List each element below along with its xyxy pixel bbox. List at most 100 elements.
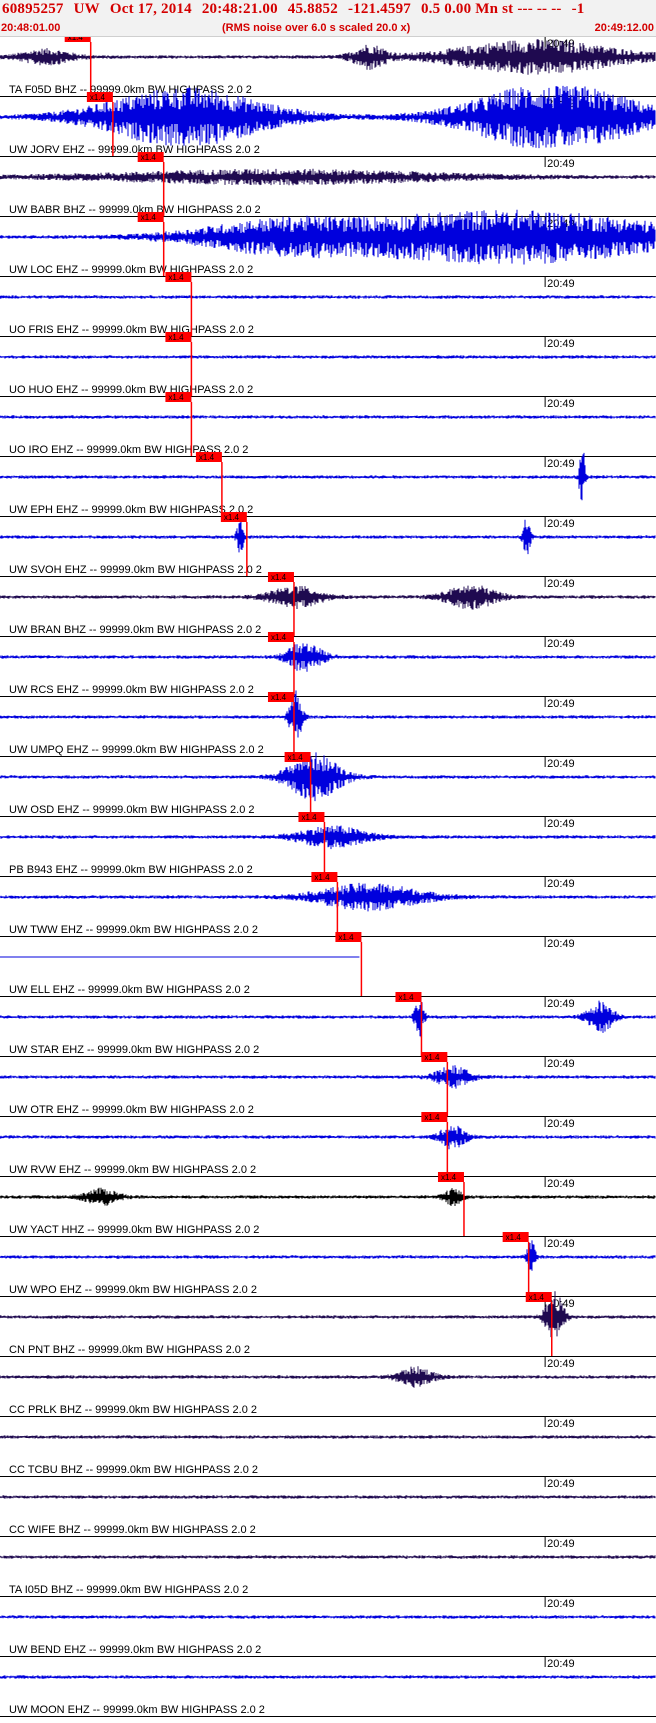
pick-flag: [421, 1052, 448, 1062]
pick-scale-label: x1.4: [271, 633, 287, 642]
pick-scale-label: x1.4: [141, 153, 157, 162]
minute-label: 20:49: [547, 518, 575, 530]
pick-flag: [195, 452, 222, 462]
minute-label: 20:49: [547, 698, 575, 710]
waveform: [0, 1366, 656, 1388]
station-label: UW YACT HHZ -- 99999.0km BW HIGHPASS 2.0…: [9, 1224, 259, 1236]
pick-scale-label: x1.4: [271, 573, 287, 582]
station-label: UW BABR BHZ -- 99999.0km BW HIGHPASS 2.0…: [9, 204, 261, 216]
pick-flag: [421, 1112, 448, 1122]
waveform: [0, 1675, 656, 1679]
pick-scale-label: x1.4: [199, 453, 215, 462]
trace-row: 20:49 UW BRAN BHZ -- 99999.0km BW HIGHPAS…: [0, 572, 656, 637]
event-longitude: -121.4597: [347, 1, 411, 17]
trace-row: 20:49 UW STAR EHZ -- 99999.0km BW HIGHPAS…: [0, 992, 656, 1057]
minute-label: 20:49: [547, 458, 575, 470]
pick-flag: [64, 32, 91, 42]
pick-scale-label: x1.4: [424, 1113, 440, 1122]
seismogram-panel: 20:49 TA F05D BHZ -- 99999.0km BW HIGHPAS…: [0, 32, 656, 1718]
pick-flag: [220, 512, 247, 522]
trace-row: 20:49 UW SVOH EHZ -- 99999.0km BW HIGHPAS…: [0, 512, 656, 577]
station-label: UW STAR EHZ -- 99999.0km BW HIGHPASS 2.0…: [9, 1044, 259, 1056]
trace-row: 20:49 UW BEND EHZ -- 99999.0km BW HIGHPAS…: [0, 1597, 656, 1657]
waveform: [0, 585, 656, 610]
pick-scale-label: x1.4: [301, 813, 317, 822]
trace-row: 20:49 UW WPO EHZ -- 99999.0km BW HIGHPASS…: [0, 1232, 656, 1297]
pick-flag: [137, 152, 164, 162]
waveform: [0, 39, 656, 75]
station-label: TA F05D BHZ -- 99999.0km BW HIGHPASS 2.0…: [9, 84, 252, 96]
station-label: UW ELL EHZ -- 99999.0km BW HIGHPASS 2.0 …: [9, 984, 250, 996]
waveform: [0, 85, 656, 149]
station-label: UW BEND EHZ -- 99999.0km BW HIGHPASS 2.0…: [9, 1644, 261, 1656]
trace-row: 20:49 UW OTR EHZ -- 99999.0km BW HIGHPASS…: [0, 1052, 656, 1117]
station-label: UW WPO EHZ -- 99999.0km BW HIGHPASS 2.0 …: [9, 1284, 257, 1296]
pick-flag: [86, 92, 113, 102]
station-label: UO HUO EHZ -- 99999.0km BW HIGHPASS 2.0 …: [9, 384, 253, 396]
minute-label: 20:49: [547, 1538, 575, 1550]
pick-scale-label: x1.4: [338, 933, 354, 942]
waveform: [0, 1187, 656, 1206]
event-suffix: -1: [571, 1, 585, 17]
pick-scale-label: x1.4: [224, 513, 240, 522]
trace-row: 20:49 UW ELL EHZ -- 99999.0km BW HIGHPASS…: [0, 932, 656, 997]
pick-scale-label: x1.4: [168, 393, 184, 402]
waveform: [0, 168, 656, 186]
event-depth-magnitude: 0.5 0.00 Mn st --- -- --: [420, 1, 562, 17]
pick-flag: [165, 392, 192, 402]
minute-label: 20:49: [547, 758, 575, 770]
station-label: UW TWW EHZ -- 99999.0km BW HIGHPASS 2.0 …: [9, 924, 258, 936]
station-label: UW EPH EHZ -- 99999.0km BW HIGHPASS 2.0 …: [9, 504, 253, 516]
event-date: Oct 17, 2014: [109, 1, 192, 17]
waveform: [0, 1125, 656, 1150]
pick-scale-label: x1.4: [271, 693, 287, 702]
trace-row: 20:49 UW EPH EHZ -- 99999.0km BW HIGHPASS…: [0, 452, 656, 517]
pick-flag: [284, 752, 311, 762]
event-network: UW: [73, 1, 100, 17]
minute-label: 20:49: [547, 338, 575, 350]
minute-label: 20:49: [547, 1058, 575, 1070]
station-label: UW LOC EHZ -- 99999.0km BW HIGHPASS 2.0 …: [9, 264, 253, 276]
waveform: [0, 996, 656, 1038]
trace-row: 20:49 UW OSD EHZ -- 99999.0km BW HIGHPASS…: [0, 752, 656, 817]
station-label: TA I05D BHZ -- 99999.0km BW HIGHPASS 2.0…: [9, 1584, 248, 1596]
station-label: UW SVOH EHZ -- 99999.0km BW HIGHPASS 2.0…: [9, 564, 262, 576]
minute-label: 20:49: [547, 278, 575, 290]
event-title: 60895257 UW Oct 17, 2014 20:48:21.00 45.8852…: [2, 1, 595, 18]
station-label: UW RCS EHZ -- 99999.0km BW HIGHPASS 2.0 …: [9, 684, 254, 696]
pick-scale-label: x1.4: [168, 273, 184, 282]
station-label: CN PNT BHZ -- 99999.0km BW HIGHPASS 2.0 …: [9, 1344, 250, 1356]
trace-row: 20:49 CC WIFE BHZ -- 99999.0km BW HIGHPAS…: [0, 1477, 656, 1537]
station-label: UO FRIS EHZ -- 99999.0km BW HIGHPASS 2.0…: [9, 324, 254, 336]
trace-row: 20:49 UW BABR BHZ -- 99999.0km BW HIGHPAS…: [0, 152, 656, 217]
waveform: [0, 1495, 656, 1499]
record-header: 60895257 UW Oct 17, 2014 20:48:21.00 45.8852…: [0, 0, 656, 37]
trace-row: 20:49 CC PRLK BHZ -- 99999.0km BW HIGHPAS…: [0, 1357, 656, 1417]
pick-flag: [267, 692, 294, 702]
minute-label: 20:49: [547, 1658, 575, 1670]
pick-flag: [267, 632, 294, 642]
minute-label: 20:49: [547, 1238, 575, 1250]
trace-row: 20:49 UW UMPQ EHZ -- 99999.0km BW HIGHPAS…: [0, 690, 656, 757]
minute-label: 20:49: [547, 998, 575, 1010]
waveform: [0, 1065, 656, 1089]
pick-scale-label: x1.4: [90, 93, 106, 102]
minute-label: 20:49: [547, 1358, 575, 1370]
minute-label: 20:49: [547, 38, 575, 50]
pick-scale-label: x1.4: [314, 873, 330, 882]
minute-label: 20:49: [547, 158, 575, 170]
station-label: UW JORV EHZ -- 99999.0km BW HIGHPASS 2.0…: [9, 144, 260, 156]
pick-scale-label: x1.4: [529, 1293, 545, 1302]
trace-row: 20:49 UO HUO EHZ -- 99999.0km BW HIGHPASS…: [0, 332, 656, 397]
waveform: [0, 752, 656, 802]
event-latitude: 45.8852: [287, 1, 338, 17]
minute-label: 20:49: [547, 638, 575, 650]
trace-row: 20:49 UW YACT HHZ -- 99999.0km BW HIGHPAS…: [0, 1172, 656, 1237]
waveform: [0, 1615, 656, 1619]
station-label: CC TCBU BHZ -- 99999.0km BW HIGHPASS 2.0…: [9, 1464, 258, 1476]
pick-flag: [267, 572, 294, 582]
pick-flag: [311, 872, 338, 882]
pick-scale-label: x1.4: [441, 1173, 457, 1182]
